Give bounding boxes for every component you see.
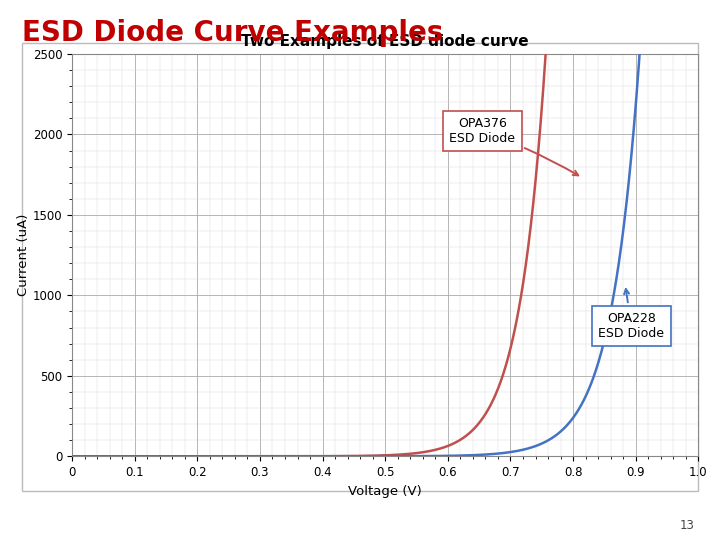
Text: 13: 13 bbox=[680, 519, 695, 532]
Text: OPA376
ESD Diode: OPA376 ESD Diode bbox=[449, 117, 578, 176]
X-axis label: Voltage (V): Voltage (V) bbox=[348, 484, 422, 497]
Title: Two Examples of ESD diode curve: Two Examples of ESD diode curve bbox=[241, 33, 529, 49]
Text: ESD Diode Curve Examples: ESD Diode Curve Examples bbox=[22, 19, 443, 47]
Y-axis label: Current (uA): Current (uA) bbox=[17, 214, 30, 296]
Text: OPA228
ESD Diode: OPA228 ESD Diode bbox=[598, 289, 665, 340]
